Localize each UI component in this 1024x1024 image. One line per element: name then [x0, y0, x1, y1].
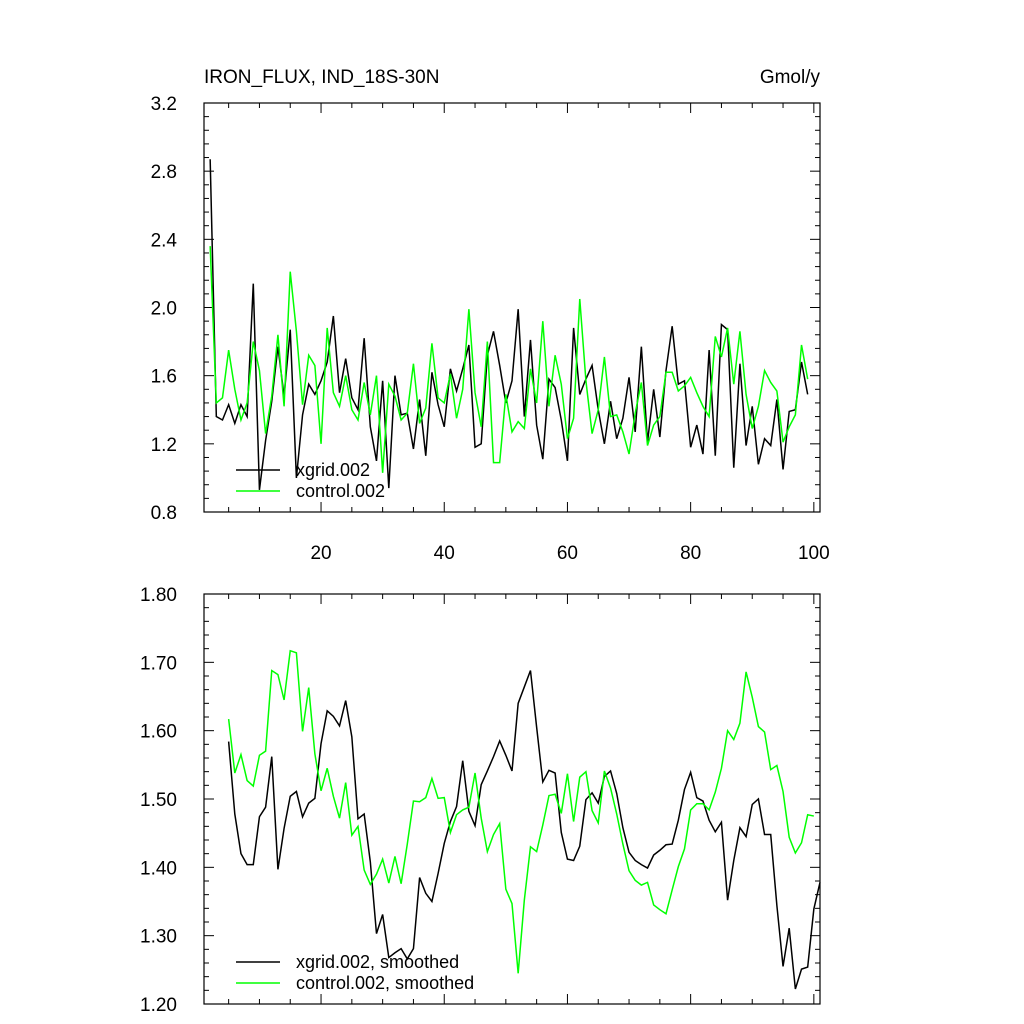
legend-label: xgrid.002 — [296, 460, 370, 480]
top-series-lines — [209, 159, 809, 490]
y-tick-label: 2.0 — [151, 299, 177, 320]
y-tick-label: 1.60 — [140, 722, 177, 743]
x-tick-label: 60 — [557, 543, 578, 564]
y-tick-label: 1.6 — [151, 367, 177, 388]
top-chart-panel: IRON_FLUX, IND_18S-30N Gmol/y 0.8 1.2 1.6 2… — [151, 67, 830, 564]
y-tick-label: 1.40 — [140, 858, 177, 879]
y-tick-label: 3.2 — [151, 94, 177, 115]
legend-label: xgrid.002, smoothed — [296, 952, 459, 972]
bottom-y-axis-tick-labels: 1.20 1.30 1.40 1.50 1.60 1.70 1.80 — [140, 585, 177, 1016]
top-axis-ticks — [204, 102, 820, 513]
series-line-black — [227, 670, 821, 990]
y-tick-label: 2.4 — [151, 230, 178, 251]
y-tick-label: 1.50 — [140, 790, 177, 811]
legend-label: control.002 — [296, 481, 385, 501]
series-line-black — [209, 159, 809, 490]
y-tick-label: 1.2 — [151, 435, 177, 456]
x-tick-label: 80 — [680, 543, 701, 564]
units-label: Gmol/y — [760, 67, 821, 88]
y-tick-label: 1.20 — [140, 995, 177, 1016]
bottom-chart-panel: 1.20 1.30 1.40 1.50 1.60 1.70 1.80 xgrid.002, … — [140, 585, 821, 1016]
y-tick-label: 0.8 — [151, 503, 177, 524]
series-line-green — [227, 649, 815, 974]
top-y-axis-tick-labels: 0.8 1.2 1.6 2.0 2.4 2.8 3.2 — [151, 94, 178, 524]
x-tick-label: 40 — [434, 543, 455, 564]
bottom-plot-frame — [203, 593, 821, 1005]
y-tick-label: 2.8 — [151, 162, 177, 183]
x-tick-label: 100 — [798, 543, 830, 564]
series-line-green — [209, 246, 809, 473]
y-tick-label: 1.80 — [140, 585, 177, 606]
y-tick-label: 1.70 — [140, 653, 177, 674]
bottom-series-lines — [227, 649, 821, 990]
chart-title: IRON_FLUX, IND_18S-30N — [204, 67, 439, 88]
y-tick-label: 1.30 — [140, 927, 177, 948]
top-plot-frame — [203, 102, 821, 513]
legend-label: control.002, smoothed — [296, 973, 474, 993]
x-tick-label: 20 — [310, 543, 331, 564]
top-x-axis-tick-labels: 20 40 60 80 100 — [310, 543, 829, 564]
